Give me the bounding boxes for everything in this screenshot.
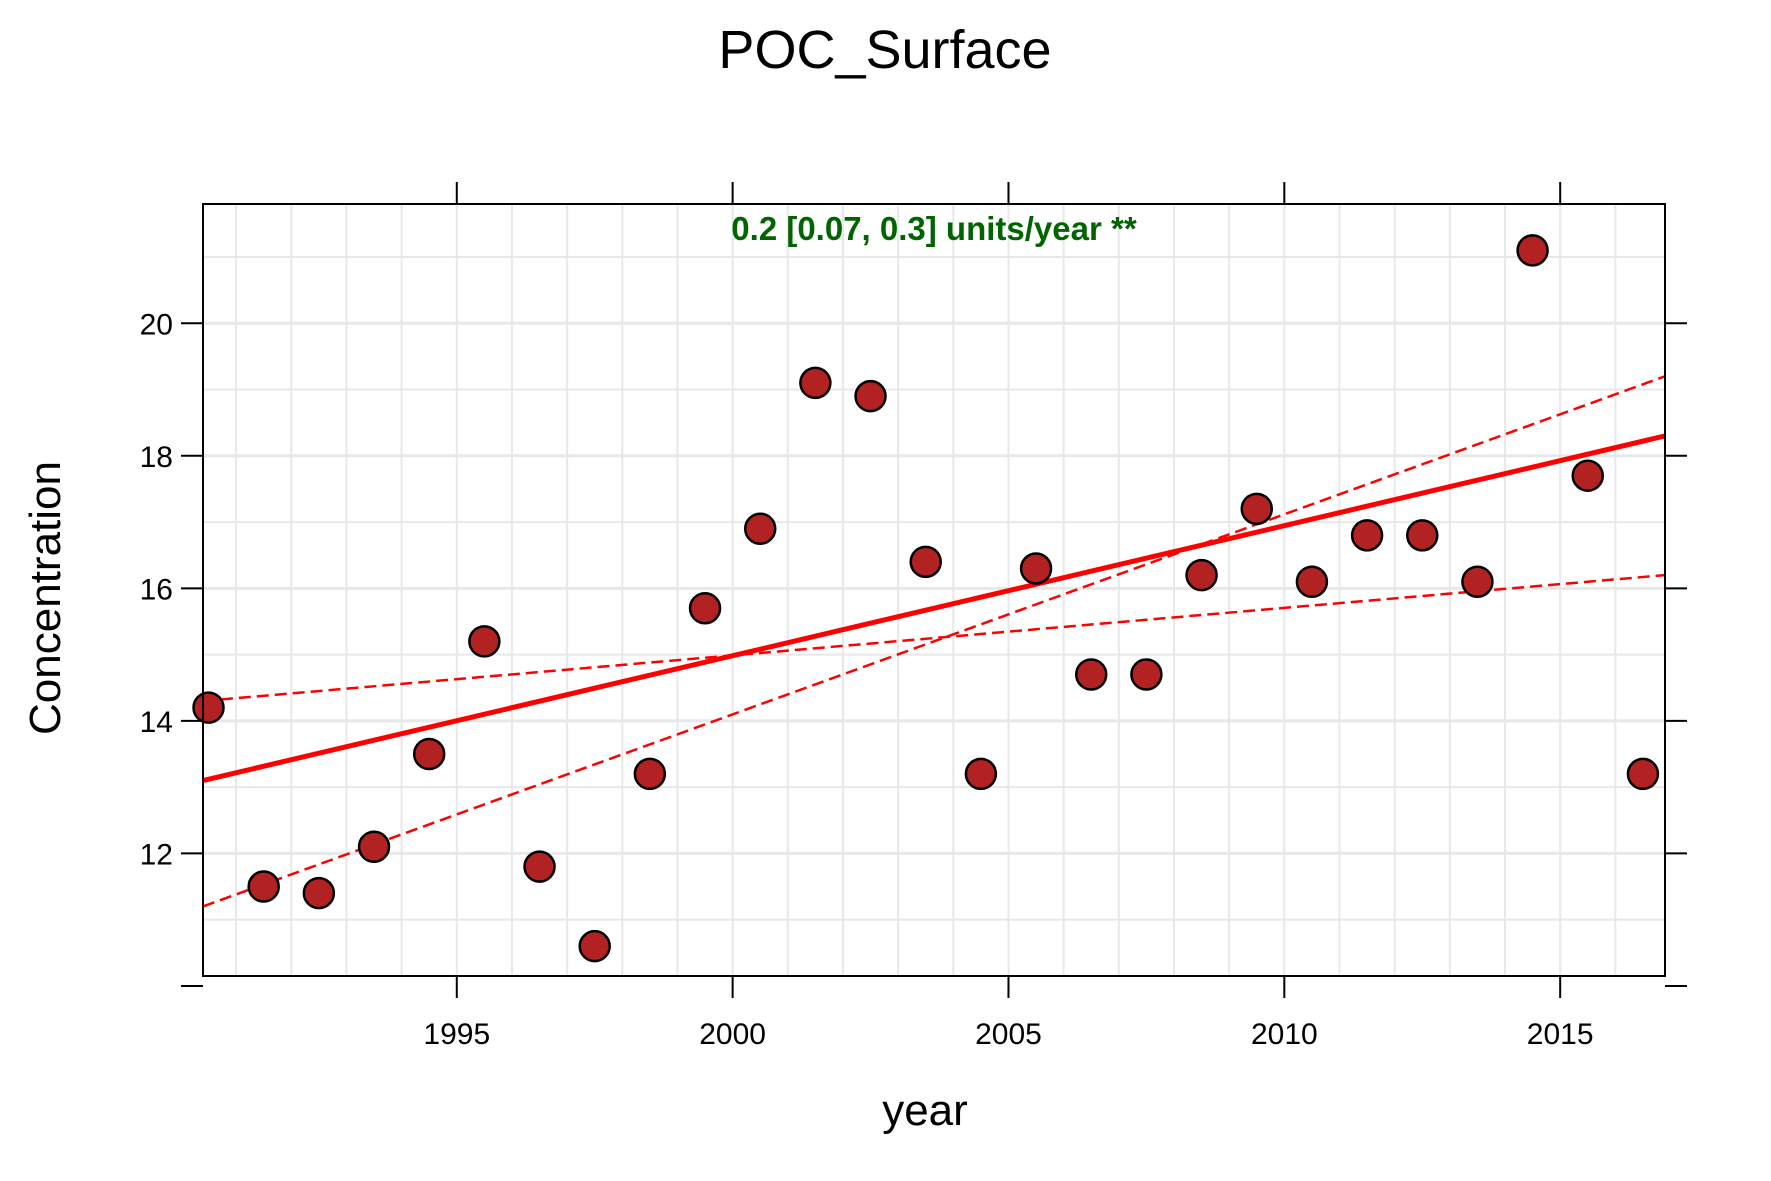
data-point (1019, 552, 1053, 585)
data-point (1571, 459, 1605, 492)
data-point (247, 870, 280, 903)
y-tick-label: 18 (140, 441, 173, 474)
y-tick-label: 20 (140, 308, 173, 341)
data-point (633, 757, 667, 791)
axes-layer: 1995 2000 2005 2010 2015 12 14 16 18 20 (140, 182, 1687, 1051)
confidence-lines (202, 375, 1666, 908)
x-tick-label: 1995 (423, 1018, 490, 1051)
data-point (192, 691, 225, 724)
trend-line-layer (202, 433, 1666, 783)
grid-layer (203, 204, 1665, 976)
data-point (909, 545, 942, 579)
confidence-bound-line (202, 573, 1666, 703)
data-point (688, 591, 722, 625)
data-point (578, 929, 611, 963)
data-point (1350, 519, 1384, 552)
data-point (357, 830, 391, 864)
data-point (1130, 658, 1163, 691)
trend-line (202, 433, 1666, 783)
data-point (964, 757, 998, 791)
data-point (799, 366, 832, 400)
x-tick-label: 2015 (1527, 1018, 1594, 1051)
data-points (192, 234, 1660, 963)
confidence-bound-line (202, 375, 1666, 908)
data-point (1295, 565, 1329, 598)
data-point (1240, 492, 1273, 526)
data-point (1626, 757, 1660, 791)
data-point (1074, 658, 1108, 691)
plot-frame (202, 203, 1666, 977)
y-tick-label: 12 (140, 838, 173, 871)
data-point (1516, 234, 1549, 267)
data-point (743, 512, 777, 545)
data-point (1406, 519, 1439, 552)
x-tick-label: 2000 (699, 1018, 766, 1051)
y-tick-label: 16 (140, 573, 173, 606)
y-axis-label: Concentration (21, 461, 70, 735)
data-point (1461, 565, 1494, 598)
x-tick-label: 2005 (975, 1018, 1042, 1051)
y-tick-label: 14 (140, 706, 173, 739)
data-point (523, 850, 556, 883)
data-point (854, 379, 887, 413)
data-point (1185, 558, 1218, 592)
data-point (302, 876, 336, 910)
data-point (468, 625, 501, 658)
x-axis-label: year (882, 1086, 968, 1135)
trend-annotation: 0.2 [0.07, 0.3] units/year ** (731, 210, 1137, 247)
data-point (412, 737, 446, 771)
x-tick-label: 2010 (1251, 1018, 1318, 1051)
chart-title: POC_Surface (718, 20, 1051, 80)
